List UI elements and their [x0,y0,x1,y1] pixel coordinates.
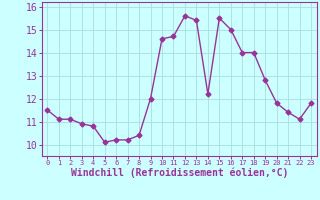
X-axis label: Windchill (Refroidissement éolien,°C): Windchill (Refroidissement éolien,°C) [70,168,288,178]
